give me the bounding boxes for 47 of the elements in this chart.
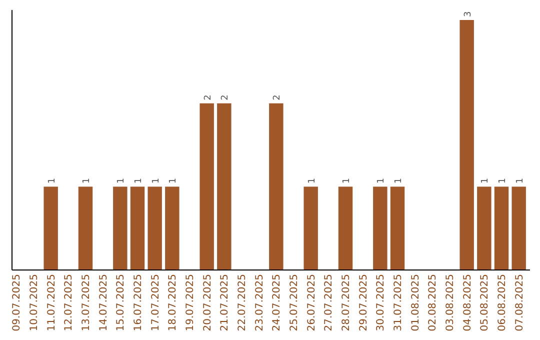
data-label: 1 (151, 178, 162, 184)
x-tick-label: 06.08.2025 (497, 274, 508, 332)
x-tick-label: 16.07.2025 (133, 274, 144, 332)
data-label: 3 (463, 11, 474, 17)
x-tick-label: 29.07.2025 (358, 274, 370, 332)
x-tick-label: 05.08.2025 (480, 274, 491, 332)
x-tick-label: 28.07.2025 (341, 274, 352, 332)
x-tick-label: 15.07.2025 (116, 274, 127, 332)
data-label: 1 (82, 178, 92, 184)
x-tick-label: 18.07.2025 (168, 274, 179, 332)
data-label: 1 (480, 178, 491, 184)
x-tick-label: 01.08.2025 (410, 274, 422, 332)
data-label: 1 (394, 178, 404, 184)
data-label: 1 (47, 178, 58, 184)
x-tick-label: 20.07.2025 (202, 274, 214, 332)
x-tick-label: 27.07.2025 (324, 274, 335, 332)
x-tick-label: 31.07.2025 (393, 274, 404, 332)
x-tick-label: 23.07.2025 (254, 274, 266, 332)
data-label: 1 (116, 178, 127, 184)
x-tick-label: 26.07.2025 (306, 274, 318, 332)
data-label: 2 (203, 94, 214, 100)
x-tick-label: 24.07.2025 (272, 274, 283, 332)
data-label: 2 (272, 94, 283, 100)
x-tick-label: 11.07.2025 (46, 274, 58, 332)
x-tick-label: 14.07.2025 (98, 274, 110, 332)
x-tick-label: 21.07.2025 (220, 274, 231, 332)
x-tick-label: 07.08.2025 (514, 274, 526, 332)
x-tick-label: 25.07.2025 (289, 274, 300, 332)
x-tick-label: 03.08.2025 (445, 274, 456, 332)
data-label: 2 (220, 94, 231, 100)
x-tick-label: 17.07.2025 (150, 274, 162, 332)
data-label: 1 (515, 178, 526, 184)
x-tick-label: 04.08.2025 (462, 274, 474, 332)
x-tick-label: 02.08.2025 (428, 274, 439, 332)
data-label: 1 (134, 178, 144, 184)
data-label: 1 (498, 178, 508, 184)
data-label: 1 (342, 178, 352, 184)
data-label: 1 (376, 178, 387, 184)
x-tick-label: 09.07.2025 (12, 274, 23, 332)
x-tick-label: 12.07.2025 (64, 274, 75, 332)
x-tick-label: 19.07.2025 (185, 274, 196, 332)
x-tick-label: 30.07.2025 (376, 274, 387, 332)
data-label: 1 (307, 178, 318, 184)
x-tick-label: 22.07.2025 (237, 274, 248, 332)
data-label: 1 (168, 178, 179, 184)
x-tick-label: 13.07.2025 (81, 274, 92, 332)
x-tick-label: 10.07.2025 (29, 274, 40, 332)
